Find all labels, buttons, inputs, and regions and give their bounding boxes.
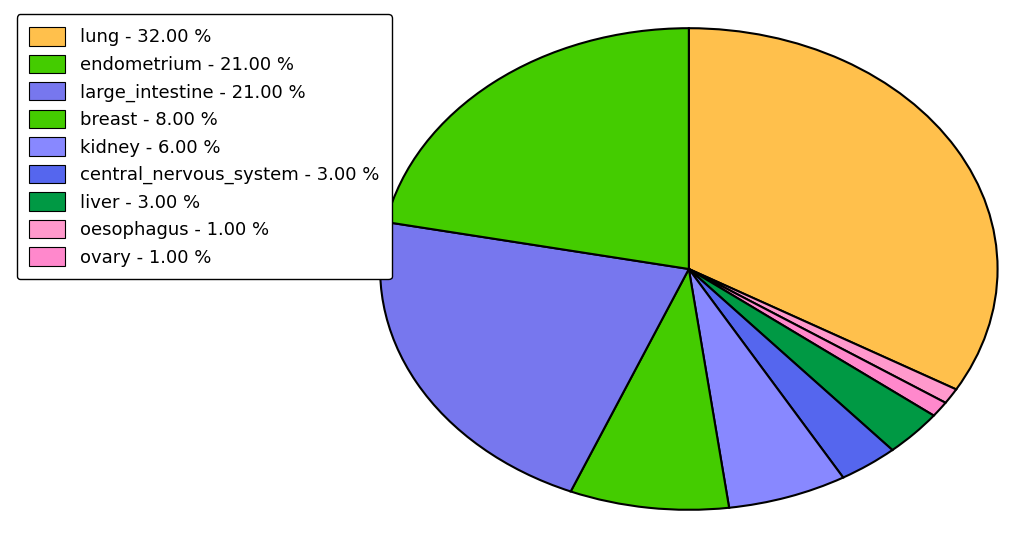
Wedge shape: [386, 28, 689, 269]
Wedge shape: [689, 28, 998, 390]
Wedge shape: [689, 269, 843, 508]
Legend: lung - 32.00 %, endometrium - 21.00 %, large_intestine - 21.00 %, breast - 8.00 : lung - 32.00 %, endometrium - 21.00 %, l…: [17, 15, 392, 279]
Wedge shape: [689, 269, 945, 415]
Wedge shape: [570, 269, 729, 510]
Wedge shape: [689, 269, 892, 478]
Wedge shape: [689, 269, 956, 403]
Wedge shape: [380, 222, 689, 492]
Wedge shape: [689, 269, 934, 450]
